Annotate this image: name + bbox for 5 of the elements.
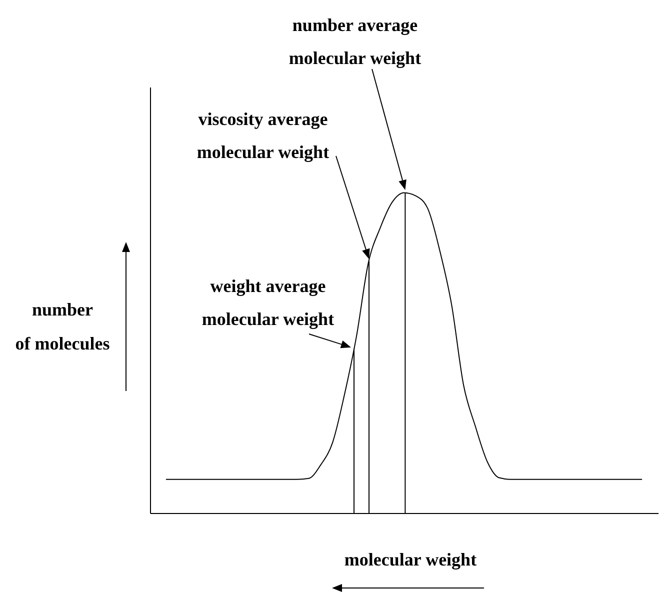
text: viscosity average molecular weight bbox=[196, 109, 330, 162]
text: number average molecular weight bbox=[288, 15, 422, 68]
y-axis-title: number of molecules bbox=[15, 300, 110, 354]
annotation: weight average molecular weight bbox=[202, 276, 334, 329]
x-axis-title: molecular weight bbox=[344, 550, 477, 570]
